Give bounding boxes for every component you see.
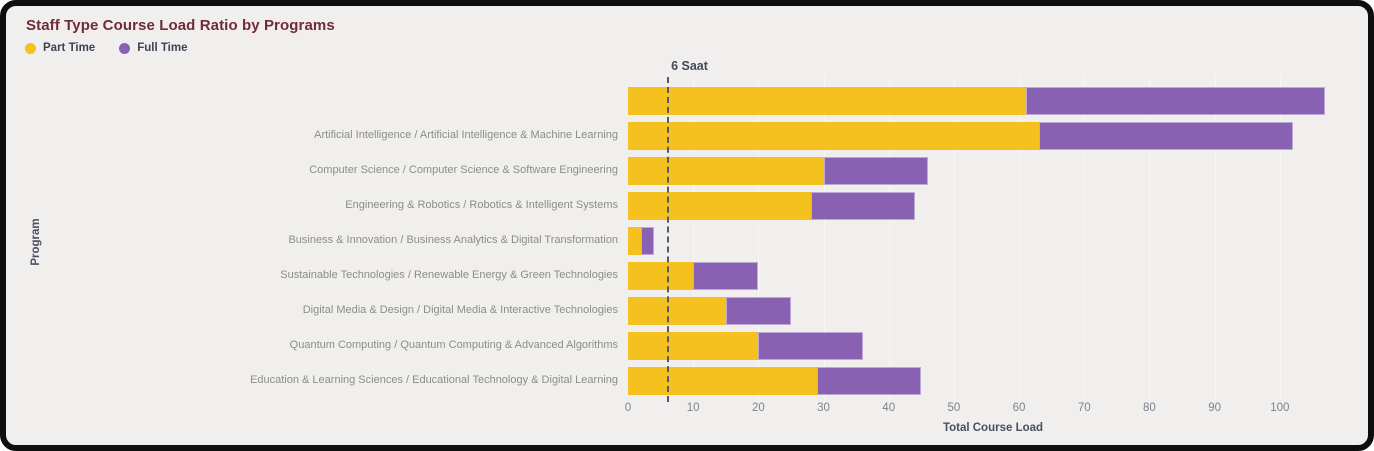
category-label: Education & Learning Sciences / Educatio… bbox=[250, 374, 618, 386]
x-tick-label: 40 bbox=[882, 402, 896, 414]
bar-segment-part-time[interactable] bbox=[628, 156, 824, 185]
gridline bbox=[1214, 76, 1216, 400]
part-time-swatch-icon bbox=[25, 42, 36, 54]
legend-label-part-time: Part Time bbox=[43, 42, 96, 54]
gridline bbox=[1279, 76, 1281, 400]
bar-segment-full-time[interactable] bbox=[810, 191, 915, 220]
bar-segment-part-time[interactable] bbox=[628, 331, 759, 360]
gridline bbox=[693, 76, 695, 400]
bar-segment-part-time[interactable] bbox=[628, 86, 1026, 115]
bar-row bbox=[628, 366, 1358, 395]
legend-label-full-time: Full Time bbox=[137, 42, 188, 54]
bar-segment-full-time[interactable] bbox=[725, 296, 791, 325]
gridline bbox=[1084, 76, 1086, 400]
bar-segment-full-time[interactable] bbox=[641, 226, 655, 255]
gridline bbox=[953, 76, 955, 400]
bar-segment-full-time[interactable] bbox=[823, 156, 928, 185]
bar-segment-full-time[interactable] bbox=[693, 261, 759, 290]
bar-segment-part-time[interactable] bbox=[628, 366, 818, 395]
full-time-swatch-icon bbox=[119, 42, 131, 54]
reference-line-label: 6 Saat bbox=[671, 59, 708, 73]
gridline bbox=[823, 76, 825, 400]
x-tick-label: 100 bbox=[1270, 402, 1290, 414]
gridline bbox=[888, 76, 890, 400]
category-label bbox=[6, 83, 618, 118]
chart-title: Staff Type Course Load Ratio by Programs bbox=[26, 17, 335, 34]
bar-segment-full-time[interactable] bbox=[1038, 121, 1293, 150]
bar-segment-part-time[interactable] bbox=[628, 121, 1039, 150]
category-label: Artificial Intelligence / Artificial Int… bbox=[314, 129, 618, 141]
bar-segment-full-time[interactable] bbox=[817, 366, 922, 395]
legend-item-part-time[interactable]: Part Time bbox=[25, 42, 95, 54]
bar-row bbox=[628, 331, 1358, 360]
bar-row bbox=[628, 156, 1358, 185]
bar-row bbox=[628, 121, 1358, 150]
legend-item-full-time[interactable]: Full Time bbox=[119, 42, 187, 54]
x-tick-label: 70 bbox=[1077, 402, 1091, 414]
bar-row bbox=[628, 226, 1358, 255]
bar-segment-part-time[interactable] bbox=[628, 191, 811, 220]
x-tick-label: 10 bbox=[686, 402, 700, 414]
gridline bbox=[1149, 76, 1151, 400]
x-axis-title: Total Course Load bbox=[942, 422, 1044, 434]
bar-segment-full-time[interactable] bbox=[758, 331, 863, 360]
bar-row bbox=[628, 191, 1358, 220]
bar-row bbox=[628, 296, 1358, 325]
bar-segment-part-time[interactable] bbox=[628, 261, 694, 290]
category-label: Business & Innovation / Business Analyti… bbox=[288, 234, 618, 246]
x-tick-label: 30 bbox=[817, 402, 830, 414]
gridline bbox=[1019, 76, 1021, 400]
x-tick-label: 20 bbox=[751, 402, 765, 414]
category-label: Engineering & Robotics / Robotics & Inte… bbox=[345, 199, 618, 211]
bar-segment-part-time[interactable] bbox=[628, 296, 726, 325]
plot-area: 6 Saat bbox=[628, 59, 1358, 402]
category-label: Digital Media & Design / Digital Media &… bbox=[302, 304, 618, 316]
category-label: Quantum Computing / Quantum Computing & … bbox=[289, 339, 618, 351]
bar-segment-part-time[interactable] bbox=[628, 226, 642, 255]
gridline bbox=[758, 76, 760, 400]
bar-segment-full-time[interactable] bbox=[1025, 86, 1326, 115]
bar-row bbox=[628, 261, 1358, 290]
x-tick-label: 60 bbox=[1012, 402, 1026, 414]
reference-line bbox=[667, 77, 670, 402]
x-tick-label: 0 bbox=[624, 402, 632, 414]
bar-row bbox=[628, 86, 1358, 115]
category-label: Computer Science / Computer Science & So… bbox=[309, 164, 618, 176]
category-labels: Artificial Intelligence / Artificial Int… bbox=[6, 83, 618, 398]
x-tick-label: 90 bbox=[1208, 402, 1221, 414]
legend: Part Time Full Time bbox=[25, 42, 187, 54]
x-tick-label: 80 bbox=[1143, 402, 1156, 414]
x-axis-ticks: 0 10 20 30 40 50 60 70 80 90 100 bbox=[624, 402, 1358, 418]
category-label: Sustainable Technologies / Renewable Ene… bbox=[280, 269, 618, 281]
x-tick-label: 50 bbox=[947, 402, 961, 414]
